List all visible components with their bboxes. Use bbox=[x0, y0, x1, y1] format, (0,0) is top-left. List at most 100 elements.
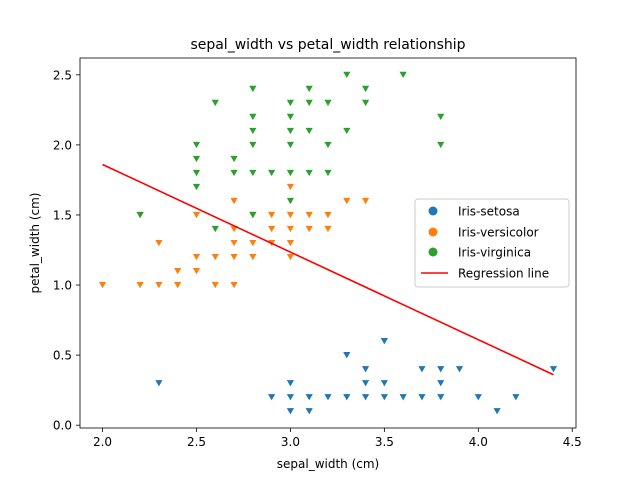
regression-line bbox=[102, 163, 554, 376]
point-iris-versicolor bbox=[230, 197, 238, 205]
point-iris-versicolor bbox=[211, 253, 219, 261]
point-iris-setosa bbox=[493, 408, 501, 415]
point-iris-virginica bbox=[192, 183, 201, 191]
point-iris-virginica bbox=[324, 169, 332, 177]
point-iris-virginica bbox=[305, 169, 313, 177]
point-iris-setosa bbox=[324, 394, 332, 401]
x-axis-label: sepal_width (cm) bbox=[277, 457, 379, 471]
point-iris-setosa bbox=[286, 394, 295, 401]
point-iris-virginica bbox=[268, 169, 276, 177]
point-iris-setosa bbox=[399, 394, 407, 401]
x-axis-ticks: 2.0 2.5 3.0 3.5 4.0 4.5 bbox=[93, 428, 582, 449]
point-iris-virginica bbox=[286, 127, 295, 135]
point-iris-virginica bbox=[305, 85, 313, 93]
y-tick-label: 0.5 bbox=[53, 349, 72, 363]
point-iris-virginica bbox=[324, 99, 332, 107]
y-tick-label: 2.0 bbox=[53, 138, 72, 152]
point-iris-versicolor bbox=[174, 281, 182, 289]
point-iris-virginica bbox=[211, 225, 219, 233]
point-iris-versicolor bbox=[192, 211, 201, 219]
point-iris-virginica bbox=[286, 141, 295, 149]
y-tick-label: 1.0 bbox=[53, 279, 72, 293]
x-tick-label: 3.0 bbox=[281, 435, 300, 449]
point-iris-virginica bbox=[249, 113, 257, 121]
legend: Iris-setosa Iris-versicolor Iris-virginica… bbox=[414, 198, 570, 288]
point-iris-setosa bbox=[512, 394, 520, 401]
point-iris-setosa bbox=[474, 394, 482, 401]
point-iris-setosa bbox=[380, 338, 388, 345]
point-iris-virginica bbox=[286, 197, 295, 205]
point-iris-setosa bbox=[418, 394, 426, 401]
point-iris-virginica bbox=[192, 169, 201, 177]
x-tick-label: 4.0 bbox=[469, 435, 488, 449]
plot-frame bbox=[79, 57, 577, 429]
point-iris-setosa bbox=[437, 394, 445, 401]
point-iris-virginica bbox=[286, 169, 295, 177]
x-tick-label: 3.5 bbox=[375, 435, 394, 449]
point-iris-versicolor bbox=[268, 211, 276, 219]
point-iris-setosa bbox=[437, 380, 445, 387]
point-iris-setosa bbox=[155, 380, 163, 387]
point-iris-virginica bbox=[230, 155, 238, 163]
point-iris-versicolor bbox=[230, 253, 238, 261]
point-iris-virginica bbox=[324, 141, 332, 149]
point-iris-versicolor bbox=[211, 281, 219, 289]
point-iris-versicolor bbox=[324, 225, 332, 233]
x-tick-label: 4.5 bbox=[563, 435, 582, 449]
chart-title: sepal_width vs petal_width relationship bbox=[190, 37, 465, 53]
point-iris-virginica bbox=[192, 141, 201, 149]
point-iris-versicolor bbox=[192, 267, 201, 275]
point-iris-versicolor bbox=[98, 281, 107, 289]
y-axis-label: petal_width (cm) bbox=[28, 193, 42, 294]
point-iris-setosa bbox=[549, 366, 558, 373]
point-iris-virginica bbox=[343, 71, 351, 79]
point-iris-virginica bbox=[286, 99, 295, 107]
point-iris-setosa bbox=[268, 394, 276, 401]
point-iris-setosa bbox=[380, 394, 388, 401]
point-iris-virginica bbox=[437, 113, 445, 121]
legend-swatch bbox=[428, 206, 438, 216]
point-iris-setosa bbox=[305, 394, 313, 401]
point-iris-virginica bbox=[437, 141, 445, 149]
point-iris-versicolor bbox=[155, 281, 163, 289]
point-iris-virginica bbox=[249, 127, 257, 135]
point-iris-versicolor bbox=[174, 267, 182, 275]
point-iris-setosa bbox=[286, 408, 295, 415]
point-iris-setosa bbox=[361, 380, 370, 387]
legend-swatch bbox=[428, 227, 438, 237]
point-iris-virginica bbox=[249, 211, 257, 219]
point-iris-virginica bbox=[343, 127, 351, 135]
legend-frame bbox=[414, 198, 570, 288]
point-iris-setosa bbox=[305, 408, 313, 415]
point-iris-virginica bbox=[230, 169, 238, 177]
point-iris-versicolor bbox=[155, 239, 163, 247]
point-iris-virginica bbox=[211, 99, 219, 107]
point-iris-setosa bbox=[361, 366, 370, 373]
point-iris-versicolor bbox=[192, 253, 201, 261]
point-iris-versicolor bbox=[249, 239, 257, 247]
legend-label: Regression line bbox=[458, 267, 549, 281]
point-iris-virginica bbox=[361, 99, 370, 107]
point-iris-setosa bbox=[418, 366, 426, 373]
legend-label: Iris-setosa bbox=[458, 205, 520, 219]
y-tick-label: 2.5 bbox=[53, 68, 72, 82]
point-iris-virginica bbox=[249, 141, 257, 149]
point-iris-versicolor bbox=[230, 239, 238, 247]
point-iris-setosa bbox=[343, 352, 351, 359]
legend-swatch bbox=[428, 247, 438, 257]
point-iris-virginica bbox=[249, 85, 257, 93]
point-iris-versicolor bbox=[286, 253, 295, 261]
point-iris-versicolor bbox=[230, 281, 238, 289]
x-tick-label: 2.0 bbox=[93, 435, 112, 449]
point-iris-setosa bbox=[455, 366, 464, 373]
point-iris-virginica bbox=[286, 113, 295, 121]
point-iris-setosa bbox=[380, 380, 388, 387]
point-iris-virginica bbox=[192, 155, 201, 163]
point-iris-versicolor bbox=[305, 211, 313, 219]
point-iris-virginica bbox=[305, 99, 313, 107]
point-iris-versicolor bbox=[286, 211, 295, 219]
y-axis-ticks: 0.0 0.5 1.0 1.5 2.0 2.5 bbox=[53, 68, 80, 433]
point-iris-versicolor bbox=[286, 225, 295, 233]
point-iris-versicolor bbox=[324, 211, 332, 219]
point-iris-versicolor bbox=[286, 239, 295, 247]
